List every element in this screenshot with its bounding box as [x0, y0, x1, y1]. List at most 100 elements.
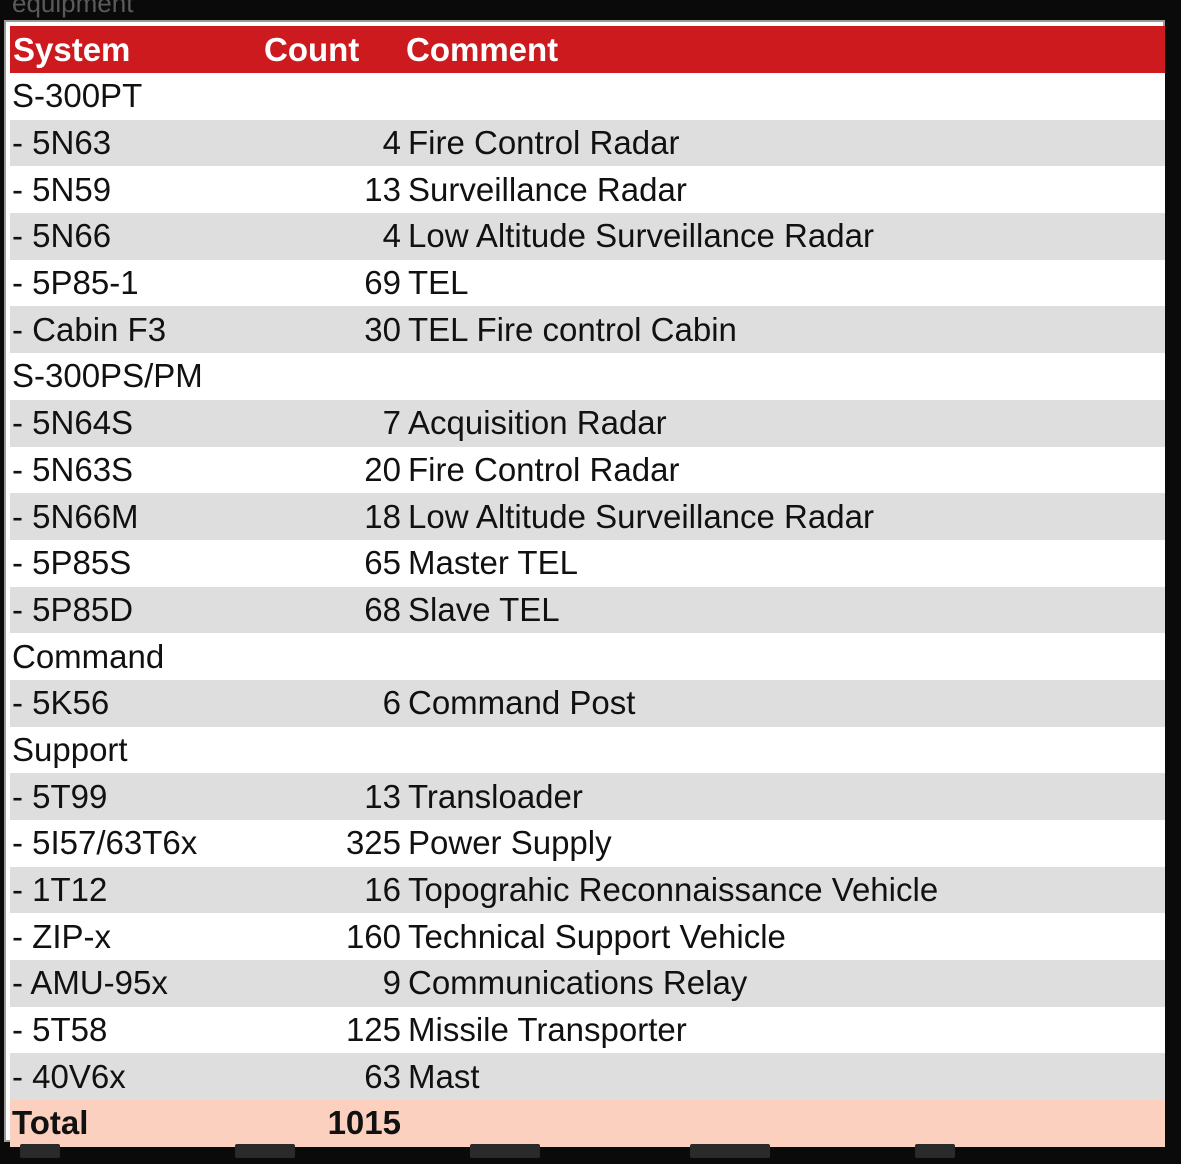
cell-count: 13 — [364, 777, 401, 815]
header-system: System — [13, 30, 131, 68]
cell-count: 69 — [364, 264, 401, 302]
cell-count: 7 — [382, 404, 401, 442]
cell-system: - 5N66M — [12, 497, 139, 535]
cell-count: 63 — [364, 1057, 401, 1095]
table-group-row: S-300PT — [10, 73, 1165, 120]
total-comment — [403, 1100, 1165, 1147]
cell-system: Command — [12, 637, 165, 675]
table-group-row: S-300PS/PM — [10, 353, 1165, 400]
cell-count: 4 — [382, 217, 401, 255]
table-row: - 5P85-1 69 TEL — [10, 259, 1165, 307]
table-row: - 5T58 125 Missile Transporter — [10, 1006, 1165, 1054]
cell-system: S-300PS/PM — [12, 357, 203, 395]
table-row: - 5P85S 65 Master TEL — [10, 539, 1165, 587]
table-body: S-300PT - 5N63 4 Fire Control Radar - 5N59 13… — [10, 73, 1165, 1101]
cell-comment — [403, 727, 1165, 774]
cell-comment: TEL — [408, 264, 469, 302]
cell-system: S-300PT — [12, 77, 143, 115]
table-row: - 5T99 13 Transloader — [10, 773, 1165, 820]
cell-comment — [403, 73, 1165, 120]
cropped-fragment-mark — [20, 1144, 60, 1158]
cell-system: - 5N63 — [12, 124, 112, 162]
cell-count: 20 — [364, 450, 401, 488]
cell-count: 13 — [364, 170, 401, 208]
cell-count: 160 — [345, 917, 401, 955]
cell-count — [260, 353, 403, 400]
cell-count — [260, 727, 403, 774]
cell-comment: Acquisition Radar — [408, 404, 667, 442]
cell-system: Support — [12, 730, 128, 768]
cell-count: 65 — [364, 544, 401, 582]
cell-system: - 5P85D — [12, 590, 134, 628]
cell-comment: Low Altitude Surveillance Radar — [408, 217, 874, 255]
cell-system: - 5P85-1 — [12, 264, 139, 302]
cell-comment: Mast — [408, 1057, 480, 1095]
cell-system: - 5I57/63T6x — [12, 824, 198, 862]
cell-system: - AMU-95x — [12, 964, 168, 1002]
total-row: Total 1015 — [10, 1100, 1165, 1147]
total-label: Total — [12, 1104, 89, 1142]
cell-system: - 5K56 — [12, 684, 110, 722]
table-group-row: Support — [10, 726, 1165, 774]
cell-system: - 5T58 — [12, 1011, 108, 1049]
cell-system: - 40V6x — [12, 1057, 126, 1095]
equipment-table-panel: System Count Comment S-300PT - 5N63 4 Fire … — [4, 20, 1165, 1147]
cell-comment: Technical Support Vehicle — [408, 917, 786, 955]
table-row: - ZIP-x 160 Technical Support Vehicle — [10, 913, 1165, 961]
cell-system: - 5N66 — [12, 217, 112, 255]
table-row: - AMU-95x 9 Communications Relay — [10, 960, 1165, 1007]
table-row: - 5N63 4 Fire Control Radar — [10, 119, 1165, 167]
cropped-bottom-strip — [0, 1142, 1181, 1164]
cell-system: - 5P85S — [12, 544, 132, 582]
cell-system: - 5T99 — [12, 777, 108, 815]
cell-comment: Master TEL — [408, 544, 578, 582]
table-row: - 5N64S 7 Acquisition Radar — [10, 399, 1165, 447]
table-header-row: System Count Comment — [10, 26, 1165, 73]
cell-count: 325 — [345, 824, 401, 862]
table-row: - 5N66M 18 Low Altitude Surveillance Radar — [10, 493, 1165, 540]
cropped-fragment-mark — [235, 1144, 295, 1158]
cell-system: - 5N64S — [12, 404, 134, 442]
header-count: Count — [264, 30, 360, 68]
cropped-fragment-mark — [915, 1144, 955, 1158]
header-comment: Comment — [406, 30, 559, 68]
cell-comment: Power Supply — [408, 824, 612, 862]
cell-system: - 1T12 — [12, 871, 108, 909]
cell-comment: Command Post — [408, 684, 636, 722]
cell-system: - ZIP-x — [12, 917, 111, 955]
cell-system: - 5N63S — [12, 450, 134, 488]
cell-count: 9 — [382, 964, 401, 1002]
table-row: - 5I57/63T6x 325 Power Supply — [10, 820, 1165, 867]
cell-count: 68 — [364, 590, 401, 628]
table-row: - 5N63S 20 Fire Control Radar — [10, 446, 1165, 494]
equipment-table: System Count Comment S-300PT - 5N63 4 Fire … — [10, 26, 1165, 1147]
cell-comment: Low Altitude Surveillance Radar — [408, 497, 874, 535]
cell-count — [260, 633, 403, 680]
cropped-caption-fragment: equipment — [12, 0, 134, 18]
cell-comment: TEL Fire control Cabin — [408, 310, 737, 348]
cell-comment: Communications Relay — [408, 964, 748, 1002]
cell-comment: Missile Transporter — [408, 1011, 687, 1049]
table-row: - 5N59 13 Surveillance Radar — [10, 166, 1165, 214]
cropped-fragment-mark — [690, 1144, 770, 1158]
cell-comment: Surveillance Radar — [408, 170, 687, 208]
table-group-row: Command — [10, 633, 1165, 680]
cell-comment: Transloader — [408, 777, 583, 815]
cell-comment: Fire Control Radar — [408, 124, 680, 162]
table-row: - 1T12 16 Topograhic Reconnaissance Vehicl… — [10, 866, 1165, 914]
cell-count: 16 — [364, 871, 401, 909]
cell-system: - Cabin F3 — [12, 310, 167, 348]
cropped-fragment-mark — [470, 1144, 540, 1158]
cell-count — [260, 73, 403, 120]
cell-count: 18 — [364, 497, 401, 535]
cell-comment: Slave TEL — [408, 590, 560, 628]
table-row: - 5P85D 68 Slave TEL — [10, 586, 1165, 634]
cell-comment — [403, 353, 1165, 400]
table-row: - 40V6x 63 Mast — [10, 1053, 1165, 1101]
total-count: 1015 — [327, 1104, 401, 1142]
table-row: - 5K56 6 Command Post — [10, 679, 1165, 727]
table-row: - 5N66 4 Low Altitude Surveillance Radar — [10, 213, 1165, 260]
cell-comment: Topograhic Reconnaissance Vehicle — [408, 871, 939, 909]
cell-comment — [403, 633, 1165, 680]
cell-count: 6 — [382, 684, 401, 722]
